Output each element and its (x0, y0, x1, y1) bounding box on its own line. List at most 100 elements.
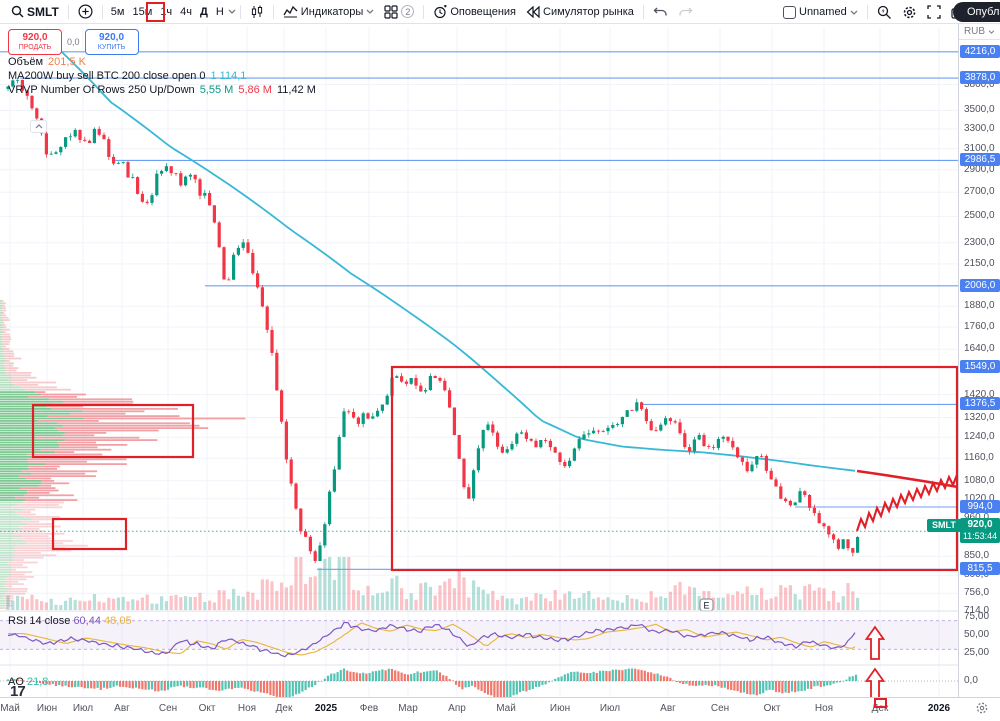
price-axis[interactable]: RUB 3800,0 3500,0 3300,0 3100,0 2900,0 2700,0… (958, 24, 1000, 697)
indicators-button[interactable]: Индикаторы (278, 2, 380, 22)
toolbar-right-group: Unnamed (778, 0, 971, 24)
ma-legend-value: 1 114,1 (210, 70, 247, 82)
toolbar-divider (239, 4, 241, 19)
pane-separators[interactable] (0, 610, 1000, 666)
annotation-rectangle[interactable] (31, 403, 195, 459)
redo-button[interactable] (673, 2, 698, 22)
sell-price: 920,0 (22, 32, 48, 43)
time-axis-label: Сен (158, 703, 178, 714)
price-tick-label: 1080,0 (964, 474, 995, 486)
timeframe-1h[interactable]: 1ч (160, 5, 173, 18)
price-tick-label: 2700,0 (964, 186, 995, 198)
time-axis-label: Окт (198, 703, 216, 714)
time-axis[interactable]: Май Июн Июл Авг Сен Окт Ноя Дек 2025 Фев Мар Апр Май… (0, 697, 1000, 721)
annotation-box-december[interactable] (874, 698, 887, 708)
gear-icon (902, 5, 917, 20)
time-axis-label: Сен (710, 703, 730, 714)
legend-rsi[interactable]: RSI 14 close 60,44 48,05 (8, 615, 132, 627)
drawing-annotations[interactable] (31, 365, 959, 572)
chevron-down-icon (988, 29, 995, 34)
toolbar-divider (642, 4, 644, 19)
plus-circle-icon (78, 4, 93, 19)
fullscreen-button[interactable] (922, 2, 946, 22)
toolbar-divider (67, 4, 69, 19)
compare-add-button[interactable] (73, 2, 98, 22)
time-axis-label: Ноя (814, 703, 834, 714)
toolbar-left-group: SMLT 5м 15м 1ч 4ч Д Н (0, 2, 698, 22)
legend-volume[interactable]: Объём 201,5 K (8, 55, 316, 69)
time-axis-settings-gear-icon[interactable] (975, 701, 989, 715)
layout-name: Unnamed (799, 6, 847, 18)
undo-button[interactable] (648, 2, 673, 22)
up-arrow-annotation[interactable] (864, 625, 886, 660)
price-tick-label: 2500,0 (964, 210, 995, 222)
time-axis-label: Июн (549, 703, 571, 714)
volume-legend-value: 201,5 K (48, 56, 86, 68)
annotation-rectangle[interactable] (51, 517, 128, 551)
price-tick-label: 1160,0 (964, 452, 994, 464)
legend-ma200w[interactable]: MA200W buy sell BTC 200 close open 0 1 1… (8, 69, 316, 83)
chevron-down-icon[interactable] (228, 9, 236, 14)
rsi-band (0, 620, 958, 650)
timeframe-1w[interactable]: Н (215, 5, 224, 18)
chevron-down-icon (366, 9, 374, 14)
timeframe-4h[interactable]: 4ч (180, 5, 192, 18)
time-axis-label: 2026 (927, 703, 951, 714)
time-axis-label: 2025 (314, 703, 338, 714)
toolbar-divider (423, 4, 425, 19)
earnings-badge[interactable]: E (699, 598, 714, 612)
volume-legend-label: Объём (8, 56, 44, 68)
annotation-box-timeframe[interactable] (146, 2, 165, 22)
trade-panel: 920,0 ПРОДАТЬ 0,0 920,0 КУПИТЬ (8, 29, 139, 55)
level-price-label: 1376,5 (960, 397, 1000, 411)
rsi-tick-label: 25,00 (964, 647, 990, 658)
timeframe-5m[interactable]: 5м (110, 5, 125, 18)
ma200w-line[interactable] (54, 44, 856, 472)
layout-templates-button[interactable]: 2 (379, 2, 419, 22)
sell-button[interactable]: 920,0 ПРОДАТЬ (8, 29, 62, 55)
timeframe-1d[interactable]: Д (200, 5, 208, 18)
rsi-lines[interactable] (7, 621, 856, 658)
alerts-button[interactable]: Оповещения (428, 2, 521, 22)
legend-collapse-button[interactable] (30, 120, 47, 133)
rsi-legend-label: RSI 14 close (8, 615, 71, 627)
legend-vrvp[interactable]: VRVP Number Of Rows 250 Up/Down 5,55 M 5… (8, 83, 316, 97)
legend-panel: Объём 201,5 K MA200W buy sell BTC 200 cl… (8, 55, 316, 97)
tradingview-logo[interactable]: 17 (10, 683, 26, 700)
buy-label: КУПИТЬ (97, 44, 126, 51)
annotation-rectangle[interactable] (390, 365, 959, 572)
ao-histogram[interactable] (0, 668, 958, 704)
price-tick-label: 3500,0 (964, 104, 995, 116)
symbol-search-button[interactable]: SMLT (6, 2, 64, 22)
replay-button[interactable]: Симулятор рынка (521, 2, 639, 22)
save-layout-button[interactable]: Unnamed (778, 2, 863, 22)
quick-search-button[interactable] (872, 2, 897, 22)
buy-button[interactable]: 920,0 КУПИТЬ (84, 29, 139, 55)
currency-selector[interactable]: RUB (959, 24, 1000, 40)
indicators-icon (283, 5, 298, 18)
buy-price: 920,0 (99, 32, 125, 43)
price-tick-label: 1240,0 (964, 431, 995, 443)
ao-legend-value: 21,8 (26, 676, 49, 688)
layout-checkbox-icon (783, 5, 796, 19)
price-tick-label: 850,0 (964, 550, 990, 562)
chart-settings-button[interactable] (897, 2, 922, 22)
sell-label: ПРОДАТЬ (18, 44, 52, 51)
candlestick-icon (250, 5, 264, 19)
time-axis-label: Авг (114, 703, 130, 714)
candles[interactable] (6, 79, 860, 564)
chart-type-button[interactable] (245, 2, 269, 22)
publish-button[interactable]: Опубликовать (953, 2, 1000, 22)
time-axis-label: Мар (398, 703, 418, 714)
price-tick-label: 1640,0 (964, 343, 995, 355)
indicators-label: Индикаторы (300, 5, 364, 18)
legend-ao[interactable]: AO 21,8 (8, 676, 48, 688)
price-tick-label: 1880,0 (964, 300, 995, 312)
price-tick-label: 3100,0 (964, 142, 995, 154)
time-axis-label: Дек (275, 703, 293, 714)
vrvp-total-value: 11,42 M (276, 84, 316, 96)
time-axis-label: Ноя (237, 703, 257, 714)
time-axis-label: Фев (359, 703, 379, 714)
